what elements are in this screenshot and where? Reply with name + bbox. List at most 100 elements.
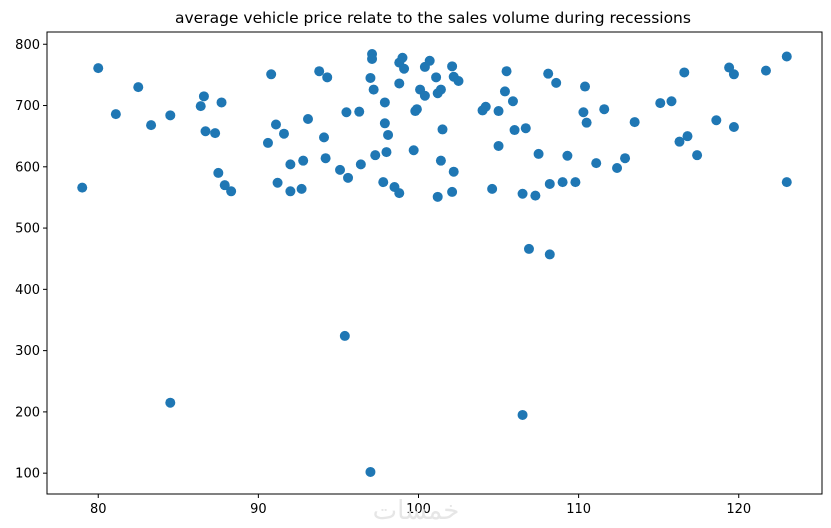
data-point: [544, 249, 555, 260]
y-tick-label: 100: [15, 467, 40, 482]
watermark: خمسات: [373, 496, 460, 526]
data-point: [543, 68, 554, 79]
data-point: [198, 91, 209, 102]
data-point: [165, 397, 176, 408]
x-axis: 80 90 100 110 120: [90, 494, 751, 517]
x-tick-label: 110: [566, 502, 591, 517]
data-point: [411, 104, 422, 115]
data-point: [303, 114, 314, 125]
data-point: [298, 155, 309, 166]
x-tick-label: 90: [250, 502, 267, 517]
data-point: [431, 72, 442, 83]
data-point: [314, 66, 325, 77]
x-tick-label: 120: [726, 502, 751, 517]
data-point: [262, 137, 273, 148]
y-tick-label: 300: [15, 344, 40, 359]
data-point: [341, 107, 352, 118]
data-point: [165, 110, 176, 121]
data-point: [629, 117, 640, 128]
y-tick-label: 200: [15, 405, 40, 420]
data-point: [437, 124, 448, 135]
data-point: [581, 117, 592, 128]
data-point: [666, 96, 677, 107]
data-point: [570, 177, 581, 188]
y-axis: 100 200 300 400 500 600 700 800: [15, 38, 47, 482]
data-point: [435, 84, 446, 95]
data-point: [378, 177, 389, 188]
data-point: [365, 466, 376, 477]
data-point: [424, 55, 435, 66]
data-point: [419, 90, 430, 101]
data-point: [133, 82, 144, 93]
data-point: [322, 72, 333, 83]
data-point: [692, 150, 703, 161]
data-point: [319, 132, 330, 143]
data-point: [591, 158, 602, 169]
data-point: [146, 120, 157, 131]
data-point: [493, 140, 504, 151]
data-point: [487, 183, 498, 194]
data-point: [296, 183, 307, 194]
data-point: [339, 330, 350, 341]
data-point: [447, 61, 458, 72]
data-point: [435, 155, 446, 166]
data-point: [408, 145, 419, 156]
data-point: [447, 186, 458, 197]
data-point: [270, 119, 281, 130]
data-point: [517, 188, 528, 199]
data-point: [612, 163, 623, 174]
data-point: [599, 104, 610, 115]
y-tick-label: 700: [15, 99, 40, 114]
data-point: [266, 69, 277, 80]
y-tick-label: 500: [15, 222, 40, 237]
data-point: [517, 409, 528, 420]
y-tick-label: 600: [15, 160, 40, 175]
chart-title: average vehicle price relate to the sale…: [175, 9, 691, 27]
data-point: [728, 121, 739, 132]
data-point: [523, 243, 534, 254]
data-point: [781, 51, 792, 62]
plot-area: [46, 31, 823, 495]
data-point: [551, 77, 562, 88]
data-point: [213, 167, 224, 178]
data-point: [335, 164, 346, 175]
data-point: [557, 177, 568, 188]
data-point: [394, 78, 405, 89]
data-point: [728, 69, 739, 80]
data-point: [379, 118, 390, 129]
data-point: [682, 131, 693, 142]
data-point: [394, 188, 405, 199]
x-tick-label: 100: [406, 502, 431, 517]
data-point: [509, 125, 520, 136]
data-point: [530, 190, 541, 201]
data-point: [365, 72, 376, 83]
data-point: [370, 150, 381, 161]
data-point: [399, 63, 410, 74]
data-point: [219, 180, 230, 191]
data-point: [507, 96, 518, 107]
data-point: [781, 177, 792, 188]
data-point: [383, 129, 394, 140]
data-point: [355, 159, 366, 170]
data-point: [285, 159, 296, 170]
data-point: [493, 106, 504, 117]
data-point: [110, 109, 121, 120]
data-point: [674, 136, 685, 147]
data-point: [760, 65, 771, 76]
data-point: [320, 153, 331, 164]
data-point: [367, 53, 378, 64]
data-point: [480, 101, 491, 112]
data-point: [226, 186, 237, 197]
y-tick-label: 800: [15, 38, 40, 53]
data-point: [533, 148, 544, 159]
data-points: [77, 49, 792, 477]
data-point: [285, 186, 296, 197]
data-point: [711, 115, 722, 126]
data-point: [432, 191, 443, 202]
data-point: [354, 106, 365, 117]
data-point: [216, 97, 227, 108]
data-point: [381, 147, 392, 158]
data-point: [620, 153, 631, 164]
y-tick-label: 400: [15, 283, 40, 298]
